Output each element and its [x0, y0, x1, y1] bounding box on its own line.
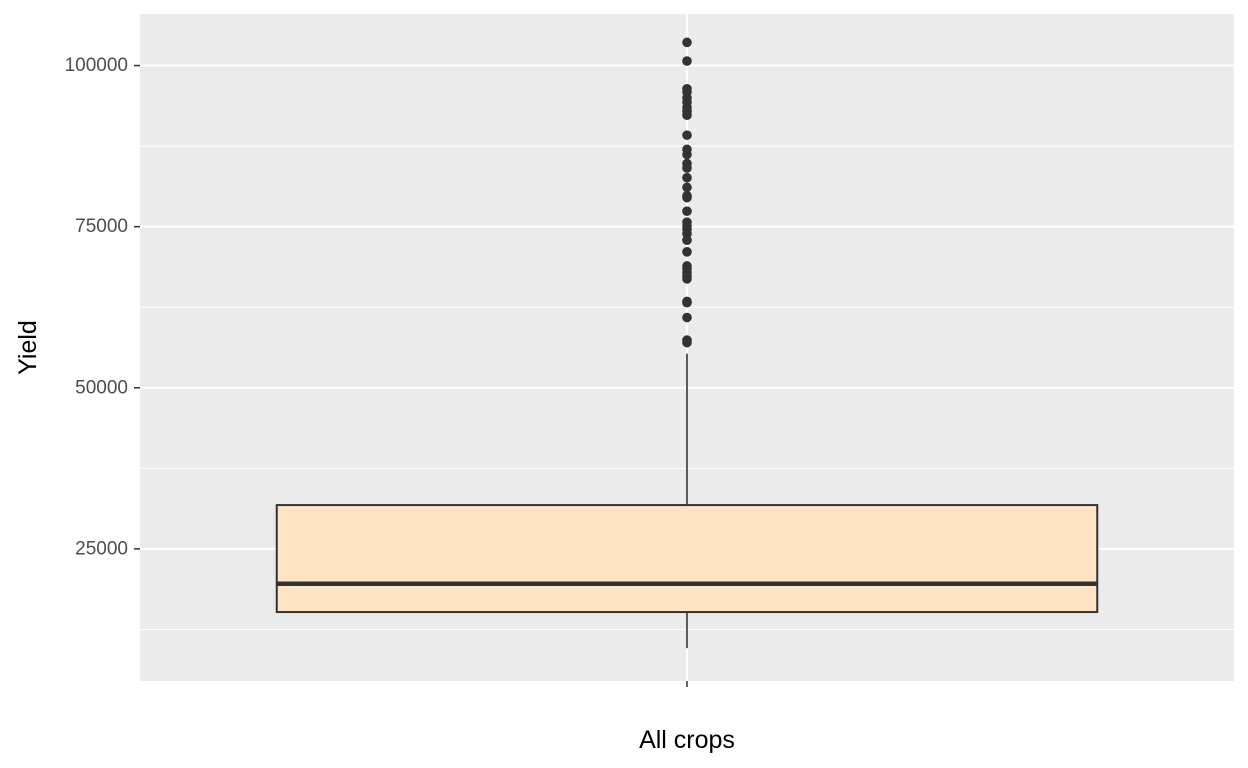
outlier-point	[682, 217, 692, 227]
outlier-point	[682, 158, 692, 169]
y-tick-label: 50000	[75, 377, 128, 398]
x-axis: All crops	[639, 681, 735, 754]
y-axis: 25000 50000 75000 100000	[65, 55, 140, 559]
outlier-point	[682, 247, 692, 257]
box-iqr	[275, 504, 1099, 614]
outlier-point	[682, 182, 692, 193]
y-tick-label: 100000	[65, 55, 128, 76]
outlier-point	[682, 37, 692, 48]
y-tick-label: 25000	[75, 538, 128, 559]
outlier-point	[682, 144, 692, 155]
outlier-point	[682, 312, 692, 323]
outlier-points	[682, 37, 692, 348]
outlier-point	[682, 130, 692, 140]
outlier-point	[682, 56, 692, 66]
y-tick-label: 75000	[75, 216, 128, 237]
outlier-point	[682, 190, 692, 201]
outlier-point	[682, 261, 692, 271]
outlier-point	[682, 206, 692, 216]
outlier-point	[682, 83, 692, 94]
outlier-point	[682, 335, 692, 345]
outlier-point	[682, 172, 692, 183]
box-layer	[275, 353, 1099, 649]
y-axis-title: Yield	[14, 320, 42, 375]
x-tick-label: All crops	[639, 726, 735, 754]
outlier-point	[682, 296, 692, 307]
